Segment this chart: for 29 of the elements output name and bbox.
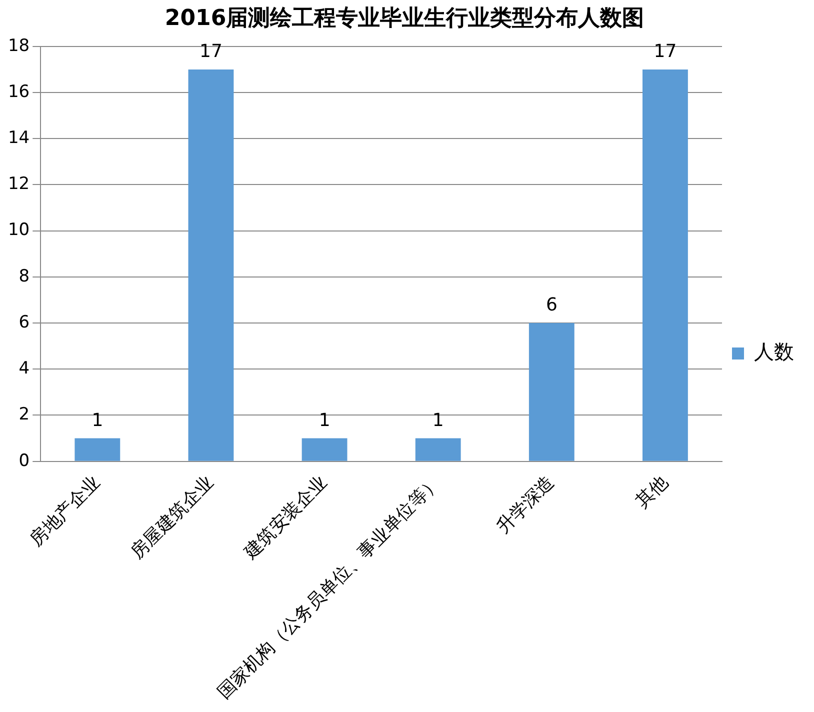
x-tick-label: 升学深造: [492, 472, 558, 538]
x-tick-label: 建筑安装企业: [239, 472, 332, 564]
data-label: 17: [200, 41, 222, 62]
x-tick-label: 房屋建筑企业: [126, 472, 218, 564]
y-tick-label: 0: [18, 450, 30, 471]
data-label: 1: [92, 410, 104, 431]
bar: [642, 69, 688, 461]
bar: [188, 69, 234, 461]
data-label: 1: [432, 410, 444, 431]
y-tick-label: 18: [8, 36, 30, 56]
data-label: 1: [318, 410, 330, 431]
x-tick-label: 房地产企业: [26, 472, 104, 550]
y-tick-label: 10: [8, 220, 30, 240]
y-tick-label: 2: [18, 404, 30, 425]
y-tick-label: 16: [8, 82, 30, 102]
x-tick-label: 其他: [632, 472, 672, 512]
data-label: 17: [654, 41, 677, 62]
bar: [415, 438, 461, 461]
bar: [302, 438, 348, 461]
data-label: 6: [546, 294, 558, 316]
y-tick-label: 12: [8, 174, 30, 194]
bar: [74, 438, 120, 461]
y-tick-label: 14: [8, 128, 30, 148]
bar: [528, 323, 574, 461]
y-tick-label: 6: [18, 312, 30, 332]
legend-label: 人数: [754, 340, 794, 364]
y-tick-label: 8: [18, 266, 30, 286]
chart-title: 2016届测绘工程专业毕业生行业类型分布人数图: [164, 6, 644, 31]
y-tick-label: 4: [18, 358, 30, 379]
